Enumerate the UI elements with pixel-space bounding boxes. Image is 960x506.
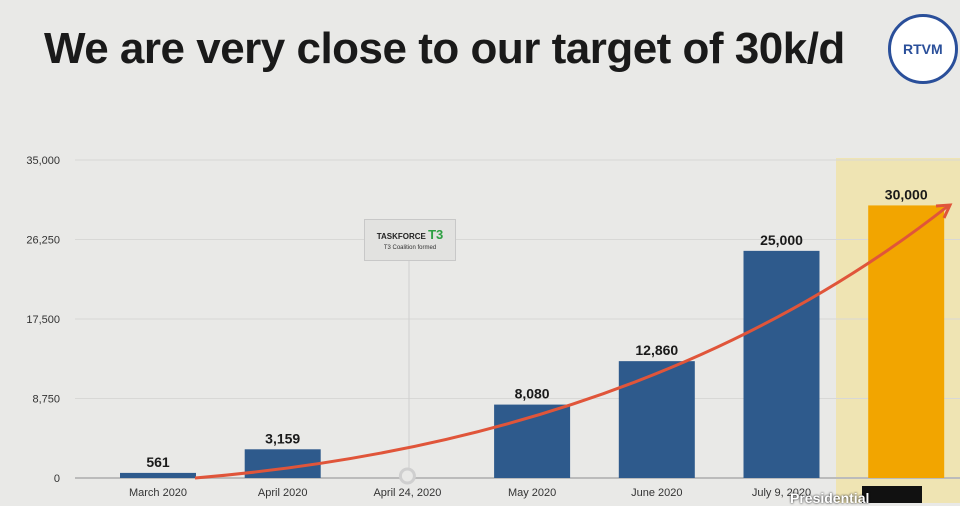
page-title: We are very close to our target of 30k/d [44, 24, 845, 73]
trend-curve [194, 204, 949, 480]
x-tick-label: April 2020 [258, 487, 308, 499]
bar [120, 472, 196, 478]
x-tick-label: July 9, 2020 [752, 487, 811, 499]
trend-arrowhead [935, 203, 953, 219]
x-tick-label: April 24, 2020 [373, 487, 441, 499]
bar [618, 361, 695, 478]
rtvm-logo: RTVM [888, 14, 958, 84]
x-tick-label: March 2020 [129, 487, 187, 499]
data-label: 561 [146, 454, 170, 470]
data-label: 8,080 [515, 386, 550, 402]
y-tick-label: 0 [54, 473, 60, 485]
broadcast-bug [862, 486, 922, 503]
data-label: 30,000 [885, 186, 928, 202]
taskforce-logo: TASKFORCE T3 [376, 227, 444, 242]
x-tick-label: May 2020 [508, 487, 556, 499]
data-label: 3,159 [265, 430, 300, 446]
y-tick-label: 35,000 [26, 155, 60, 167]
y-tick-label: 8,750 [32, 394, 60, 406]
y-tick-label: 26,250 [26, 235, 60, 247]
bar [743, 250, 820, 478]
annotation-marker [398, 467, 416, 485]
annotation-caption: T3 Coalition formed [383, 245, 437, 251]
broadcast-text: Presidential [790, 490, 870, 506]
x-tick-label: June 2020 [631, 487, 682, 499]
rtvm-logo-text: RTVM [903, 41, 943, 57]
taskforce-annotation: TASKFORCE T3 T3 Coalition formed [364, 219, 456, 261]
y-tick-label: 17,500 [26, 314, 60, 326]
data-label: 25,000 [760, 232, 803, 248]
bar [868, 205, 945, 478]
data-label: 12,860 [635, 342, 678, 358]
